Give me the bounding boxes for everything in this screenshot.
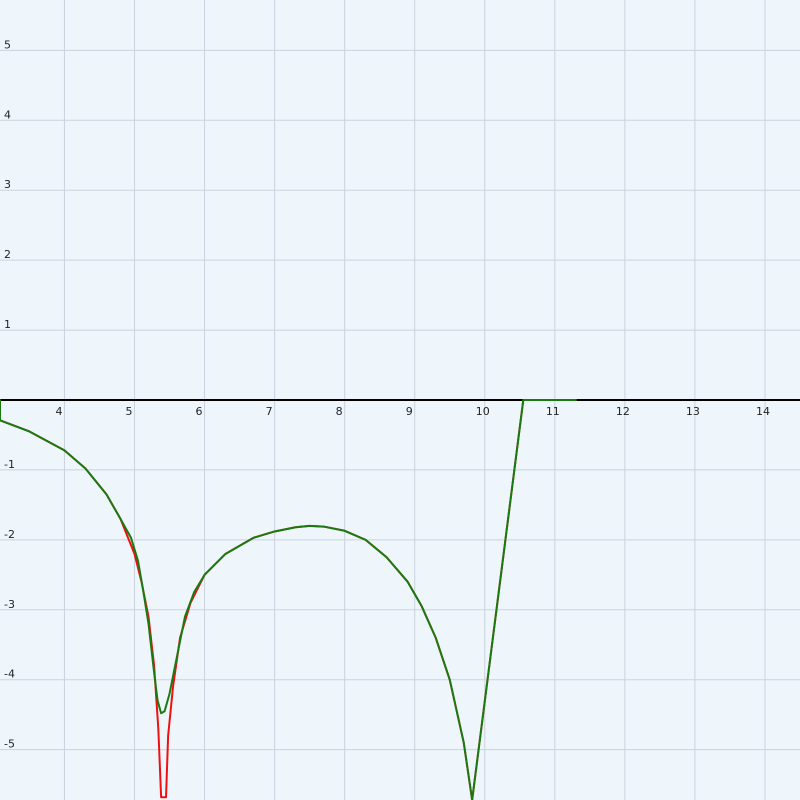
y-tick-label: -4 xyxy=(4,668,15,681)
y-tick-label: 1 xyxy=(4,318,11,331)
y-tick-label: 3 xyxy=(4,178,11,191)
x-tick-label: 12 xyxy=(616,405,630,418)
x-tick-label: 14 xyxy=(756,405,770,418)
series-line-2 xyxy=(0,399,577,800)
x-tick-label: 9 xyxy=(406,405,413,418)
x-tick-label: 8 xyxy=(336,405,343,418)
x-tick-label: 4 xyxy=(55,405,62,418)
series xyxy=(0,399,577,800)
y-tick-label: -3 xyxy=(4,598,15,611)
y-tick-label: 4 xyxy=(4,108,11,121)
x-tick-label: 7 xyxy=(266,405,273,418)
y-tick-label: -2 xyxy=(4,528,15,541)
x-tick-label: 5 xyxy=(126,405,133,418)
x-tick-label: 13 xyxy=(686,405,700,418)
tick-labels: 4 5 6 7 8 9 10 11 12 13 14 5 4 3 2 1 -1 -2 -3 -4 -5 xyxy=(4,38,770,750)
y-tick-label: 5 xyxy=(4,38,11,51)
x-tick-label: 11 xyxy=(546,405,560,418)
x-tick-label: 6 xyxy=(196,405,203,418)
y-tick-label: -5 xyxy=(4,738,15,751)
y-tick-label: 2 xyxy=(4,248,11,261)
y-tick-label: -1 xyxy=(4,458,15,471)
x-tick-label: 10 xyxy=(476,405,490,418)
